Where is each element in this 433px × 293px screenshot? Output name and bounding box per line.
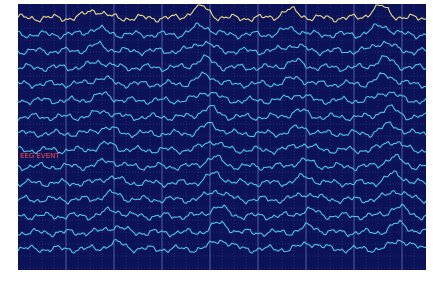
event-label: EEG EVENT	[20, 152, 60, 160]
eeg-viewer: EEG EVENT	[0, 0, 433, 293]
page: {"screen": {"event_label": "EEG EVENT"}}…	[0, 0, 433, 293]
